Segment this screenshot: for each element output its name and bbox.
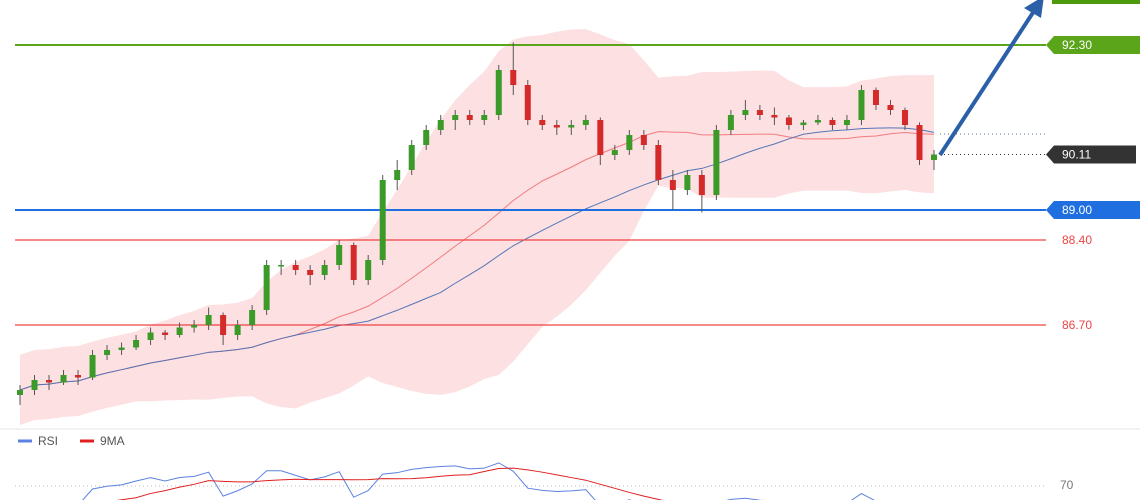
candle-body — [901, 110, 908, 125]
candle-body — [785, 117, 792, 125]
target-tag — [1052, 0, 1140, 4]
legend-label: 9MA — [100, 434, 125, 448]
candle-body — [162, 332, 169, 335]
candle-body — [742, 110, 749, 115]
candle-body — [379, 180, 386, 260]
candle-body — [510, 70, 517, 85]
candle-body — [437, 120, 444, 130]
candle-body — [336, 245, 343, 265]
candle-body — [887, 105, 894, 110]
candle-body — [756, 110, 763, 115]
candle-body — [771, 115, 778, 118]
candle-body — [31, 380, 38, 390]
candle-body — [147, 332, 154, 340]
candle-body — [365, 260, 372, 280]
candle-body — [133, 340, 140, 348]
level-label: 92.30 — [1062, 38, 1092, 52]
candle-body — [350, 245, 357, 280]
candle-body — [408, 145, 415, 170]
candle-body — [481, 115, 488, 120]
candle-body — [220, 315, 227, 335]
level-label: 86.70 — [1062, 318, 1092, 332]
rsi-line — [82, 462, 875, 500]
candle-body — [46, 380, 53, 383]
candle-body — [597, 120, 604, 155]
arrow-head — [1024, 0, 1044, 18]
candle-body — [872, 90, 879, 105]
bollinger-band — [20, 29, 934, 426]
candle-body — [684, 175, 691, 190]
candle-body — [626, 135, 633, 150]
candle-body — [858, 90, 865, 120]
candle-body — [118, 347, 125, 350]
candle-body — [205, 315, 212, 325]
level-tag — [1046, 201, 1140, 219]
candle-body — [568, 125, 575, 128]
candle-body — [60, 375, 67, 383]
candle-body — [452, 115, 459, 120]
candle-body — [698, 175, 705, 195]
candle-body — [611, 150, 618, 155]
rsi-tick-label: 70 — [1060, 478, 1074, 492]
candle-body — [176, 327, 183, 335]
candle-body — [582, 120, 589, 125]
candle-body — [553, 125, 560, 128]
last-price-tag — [1046, 145, 1136, 164]
candle-body — [713, 130, 720, 195]
candle-body — [307, 270, 314, 275]
candle-body — [249, 310, 256, 325]
candle-body — [234, 325, 241, 335]
candle-body — [814, 120, 821, 123]
price-panel — [15, 29, 1046, 426]
candle-body — [423, 130, 430, 145]
candle-body — [89, 355, 96, 378]
candle-body — [263, 265, 270, 310]
rsi-panel — [15, 462, 1046, 500]
candle-body — [829, 120, 836, 125]
candle-body — [916, 125, 923, 160]
candle-body — [727, 115, 734, 130]
candle-body — [104, 350, 111, 355]
candle-body — [394, 170, 401, 180]
trend-arrow — [938, 6, 1038, 157]
candle-body — [800, 122, 807, 125]
candle-body — [191, 325, 198, 328]
rsi-line — [116, 467, 664, 500]
last-price-label: 90.11 — [1062, 148, 1091, 162]
candle-body — [278, 265, 285, 267]
moving-average — [19, 127, 935, 391]
candle-body — [843, 120, 850, 125]
candle-body — [292, 265, 299, 270]
candle-body — [321, 265, 328, 275]
level-label: 89.00 — [1062, 203, 1092, 217]
candle-body — [495, 70, 502, 115]
candle-body — [524, 85, 531, 120]
candle-body — [655, 145, 662, 180]
candle-body — [931, 154, 937, 160]
candle-body — [539, 120, 546, 125]
level-tag — [1046, 36, 1140, 54]
candle-body — [17, 390, 23, 395]
candle-body — [466, 115, 473, 120]
level-label: 88.40 — [1062, 233, 1092, 247]
legend-label: RSI — [38, 434, 58, 448]
candle-body — [75, 375, 82, 378]
candle-body — [640, 135, 647, 145]
candle-body — [669, 180, 676, 190]
